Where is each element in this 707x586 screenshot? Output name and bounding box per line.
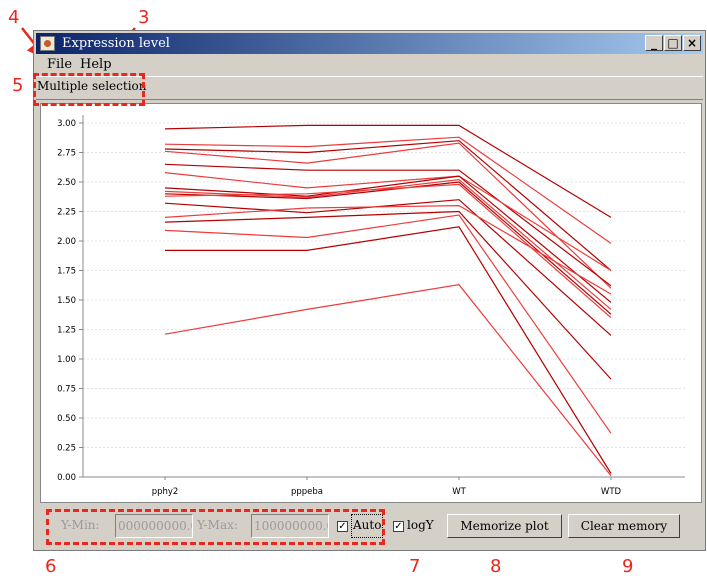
series-line-10 bbox=[164, 183, 612, 319]
window-title: Expression level bbox=[62, 36, 170, 51]
auto-checkbox[interactable]: ✓ bbox=[337, 521, 348, 532]
y-tick-label: 2.75 bbox=[57, 149, 76, 159]
logy-label[interactable]: logY bbox=[407, 518, 434, 532]
annotation-5: 5 bbox=[12, 75, 24, 96]
x-tick-label-wtd: WTD bbox=[601, 487, 622, 497]
y-tick-label: 2.25 bbox=[57, 208, 76, 218]
series-line-2 bbox=[164, 136, 612, 244]
y-tick-label: 2.00 bbox=[57, 237, 76, 247]
series-line-16 bbox=[164, 284, 612, 477]
annotation-3: 3 bbox=[138, 7, 150, 28]
y-tick-label: 1.50 bbox=[57, 296, 76, 306]
memorize-plot-button[interactable]: Memorize plot bbox=[447, 514, 562, 538]
x-tick-label-wt: WT bbox=[452, 487, 466, 497]
annotation-box-multiple-selection bbox=[33, 73, 145, 106]
series-line-5 bbox=[164, 163, 612, 287]
x-tick-label-pppeba: pppeba bbox=[291, 487, 323, 497]
y-tick-label: 0.75 bbox=[57, 385, 76, 395]
y-tick-label: 3.00 bbox=[57, 119, 76, 129]
series-line-3 bbox=[164, 140, 612, 271]
annotation-7: 7 bbox=[409, 556, 421, 577]
annotation-9: 9 bbox=[622, 556, 634, 577]
menu-file[interactable]: File bbox=[47, 57, 73, 72]
menu-help[interactable]: Help bbox=[80, 57, 112, 72]
series-line-13 bbox=[164, 210, 612, 380]
minimize-button[interactable]: _ bbox=[645, 35, 663, 51]
ymin-input[interactable]: 000000000.0 bbox=[115, 514, 193, 538]
y-tick-label: 0.25 bbox=[57, 444, 76, 454]
expression-chart-panel: 3.00 2.75 2.50 2.25 2.00 1.75 1.50 1.25 1.00 0.75… bbox=[40, 103, 702, 503]
expression-line-chart[interactable]: 3.00 2.75 2.50 2.25 2.00 1.75 1.50 1.25 1.00 0.75… bbox=[41, 104, 701, 502]
y-tick-label: 0.50 bbox=[57, 414, 76, 424]
logy-checkbox[interactable]: ✓ bbox=[393, 521, 404, 532]
ymin-label: Y-Min: bbox=[61, 518, 100, 532]
series-line-1 bbox=[164, 124, 612, 218]
ymax-label: Y-Max: bbox=[197, 518, 238, 532]
menu-bar: File Help bbox=[36, 56, 703, 74]
y-tick-label: 0.00 bbox=[57, 473, 76, 483]
y-tick-label: 1.00 bbox=[57, 355, 76, 365]
y-tick-label: 2.50 bbox=[57, 178, 76, 188]
series-line-12 bbox=[164, 204, 612, 295]
series-line-14 bbox=[164, 214, 612, 434]
close-button[interactable]: × bbox=[683, 35, 701, 51]
y-tick-label: 1.25 bbox=[57, 326, 76, 336]
expression-level-window: Expression level _ □ × File Help Multipl… bbox=[33, 30, 706, 551]
ymax-input[interactable]: 100000000.0 bbox=[251, 514, 329, 538]
annotation-6: 6 bbox=[45, 556, 57, 577]
annotation-8: 8 bbox=[490, 556, 502, 577]
series-line-8 bbox=[164, 178, 612, 310]
series-line-7 bbox=[164, 175, 612, 303]
maximize-button[interactable]: □ bbox=[664, 35, 682, 51]
annotation-4: 4 bbox=[8, 7, 20, 28]
series-line-4 bbox=[164, 142, 612, 289]
series-line-9 bbox=[164, 181, 612, 315]
multiple-selection-toggle[interactable]: Multiple selection bbox=[37, 79, 147, 93]
clear-memory-button[interactable]: Clear memory bbox=[568, 514, 680, 538]
series-line-6 bbox=[164, 172, 612, 272]
series-line-15 bbox=[165, 226, 612, 474]
selection-toolbar: Multiple selection bbox=[36, 76, 703, 100]
x-tick-label-pphy2: pphy2 bbox=[152, 487, 179, 497]
y-tick-label: 1.75 bbox=[57, 267, 76, 277]
java-app-icon bbox=[40, 36, 55, 51]
annotation-box-yrange-controls bbox=[46, 509, 385, 545]
title-bar: Expression level _ □ × bbox=[36, 33, 703, 54]
